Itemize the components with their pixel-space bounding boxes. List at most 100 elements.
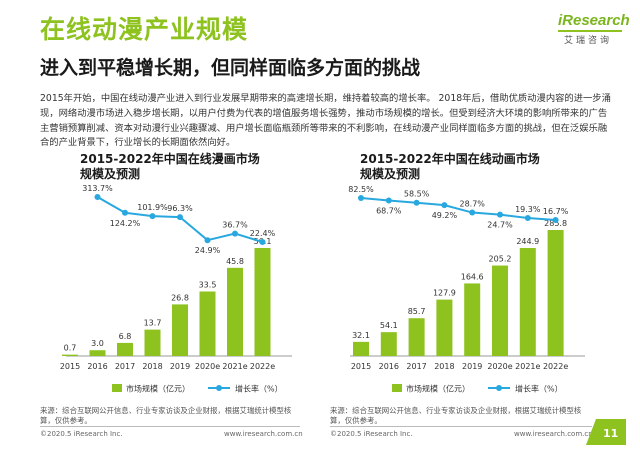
legend-bar-label: 市场规模（亿元）	[406, 384, 470, 394]
growth-point	[524, 215, 531, 222]
growth-value-label: 19.3%	[515, 205, 541, 214]
bar	[144, 329, 161, 356]
x-tick-label: 2015	[60, 362, 80, 371]
growth-value-label: 124.2%	[110, 219, 141, 228]
growth-point	[149, 213, 156, 220]
growth-point	[177, 214, 183, 221]
bar-value-label: 164.6	[461, 272, 484, 281]
bar	[254, 248, 271, 356]
x-tick-label: 2018	[434, 362, 454, 371]
bar-value-label: 33.5	[199, 281, 217, 290]
bar-value-label: 0.7	[64, 344, 77, 353]
bar	[408, 318, 425, 356]
growth-value-label: 22.4%	[250, 229, 276, 238]
bar-value-label: 45.8	[226, 257, 244, 266]
x-tick-label: 2022e	[543, 362, 568, 371]
bar-value-label: 6.8	[119, 332, 132, 341]
legend-line-label: 增长率（%）	[515, 384, 563, 394]
growth-value-label: 313.7%	[82, 184, 113, 193]
legend-line-label: 增长率（%）	[235, 384, 283, 394]
chart-title-left-text: 2015-2022年中国在线漫画市场规模及预测	[80, 152, 260, 181]
x-tick-label: 2022e	[250, 362, 275, 371]
bar	[519, 248, 536, 356]
x-tick-label: 2017	[406, 362, 426, 371]
growth-point	[122, 209, 128, 216]
growth-point	[497, 211, 503, 218]
growth-point	[232, 230, 238, 237]
website-right: www.iresearch.com.cn	[514, 430, 593, 438]
logo-bar	[558, 30, 622, 32]
bar	[492, 265, 508, 356]
x-tick-label: 2016	[379, 362, 399, 371]
logo-text: iResearch	[558, 12, 630, 29]
chart-title-left: 2015-2022年中国在线漫画市场规模及预测	[80, 152, 260, 182]
bar	[380, 332, 397, 356]
growth-value-label: 101.9%	[137, 203, 168, 212]
footer-divider-left	[40, 426, 300, 427]
bar	[172, 304, 188, 356]
growth-value-label: 96.3%	[167, 204, 193, 213]
x-tick-label: 2015	[351, 362, 371, 371]
bar-value-label: 85.7	[408, 307, 426, 316]
body-paragraph: 2015年开始，中国在线动漫产业进入到行业发展早期带来的高速增长期，维持着较高的…	[40, 93, 611, 149]
copyright-right: ©2020.5 iResearch Inc.	[330, 430, 413, 438]
growth-point	[413, 199, 420, 206]
copyright-left: ©2020.5 iResearch Inc.	[40, 430, 123, 438]
growth-line	[360, 197, 556, 221]
legend-bar-swatch	[392, 384, 402, 392]
bar-value-label: 54.1	[380, 321, 398, 330]
chart-title-right-text: 2015-2022年中国在线动画市场规模及预测	[360, 152, 540, 181]
growth-value-label: 82.5%	[348, 185, 374, 194]
legend-bar-label: 市场规模（亿元）	[126, 384, 190, 394]
legend-line-marker	[216, 385, 222, 391]
source-note-right: 来源：综合互联网公开信息、行业专家访谈及企业财报，根据艾瑞统计模型核算，仅供参考…	[330, 406, 582, 425]
growth-value-label: 24.9%	[195, 246, 221, 255]
x-tick-label: 2020e	[195, 362, 220, 371]
growth-point	[469, 209, 476, 216]
x-tick-label: 2021e	[222, 362, 247, 371]
x-tick-label: 2016	[87, 362, 107, 371]
chart-title-right: 2015-2022年中国在线动画市场规模及预测	[360, 152, 540, 182]
bar	[464, 283, 481, 356]
page-number: 11	[603, 427, 619, 440]
bar	[89, 350, 106, 356]
growth-point	[259, 239, 266, 245]
logo-cn: 艾瑞咨询	[564, 36, 613, 46]
bar	[117, 342, 133, 356]
growth-value-label: 68.7%	[376, 207, 402, 216]
bar	[353, 341, 369, 356]
bar	[547, 230, 564, 356]
x-tick-label: 2019	[170, 362, 190, 371]
website-left: www.iresearch.com.cn	[224, 430, 303, 438]
bar	[62, 354, 78, 356]
page-title: 在线动漫产业规模	[40, 15, 249, 44]
growth-point	[204, 237, 211, 244]
page-subtitle: 进入到平稳增长期，但同样面临多方面的挑战	[40, 57, 421, 79]
growth-point	[441, 202, 448, 209]
bar-value-label: 3.0	[91, 339, 104, 348]
growth-point	[94, 194, 101, 200]
legend-line-marker	[496, 385, 502, 391]
growth-value-label: 49.2%	[432, 211, 458, 220]
growth-value-label: 36.7%	[222, 221, 248, 230]
bar	[436, 299, 453, 356]
growth-point	[552, 217, 559, 223]
x-tick-label: 2017	[115, 362, 135, 371]
bar-value-label: 13.7	[144, 319, 162, 328]
bar-value-label: 26.8	[171, 293, 189, 302]
bar	[199, 291, 216, 356]
bar-value-label: 244.9	[516, 237, 539, 246]
growth-point	[358, 195, 364, 201]
x-tick-label: 2021e	[515, 362, 540, 371]
growth-value-label: 24.7%	[487, 221, 513, 230]
bar-value-label: 205.2	[489, 255, 512, 264]
bar-value-label: 127.9	[433, 289, 456, 298]
bar-value-label: 285.8	[544, 219, 567, 228]
x-tick-label: 2018	[142, 362, 162, 371]
legend-bar-swatch	[112, 384, 122, 392]
growth-point	[385, 197, 392, 204]
growth-value-label: 16.7%	[543, 207, 569, 216]
bar	[227, 267, 243, 356]
page-number-badge: 11	[586, 419, 626, 445]
growth-value-label: 58.5%	[404, 190, 430, 199]
